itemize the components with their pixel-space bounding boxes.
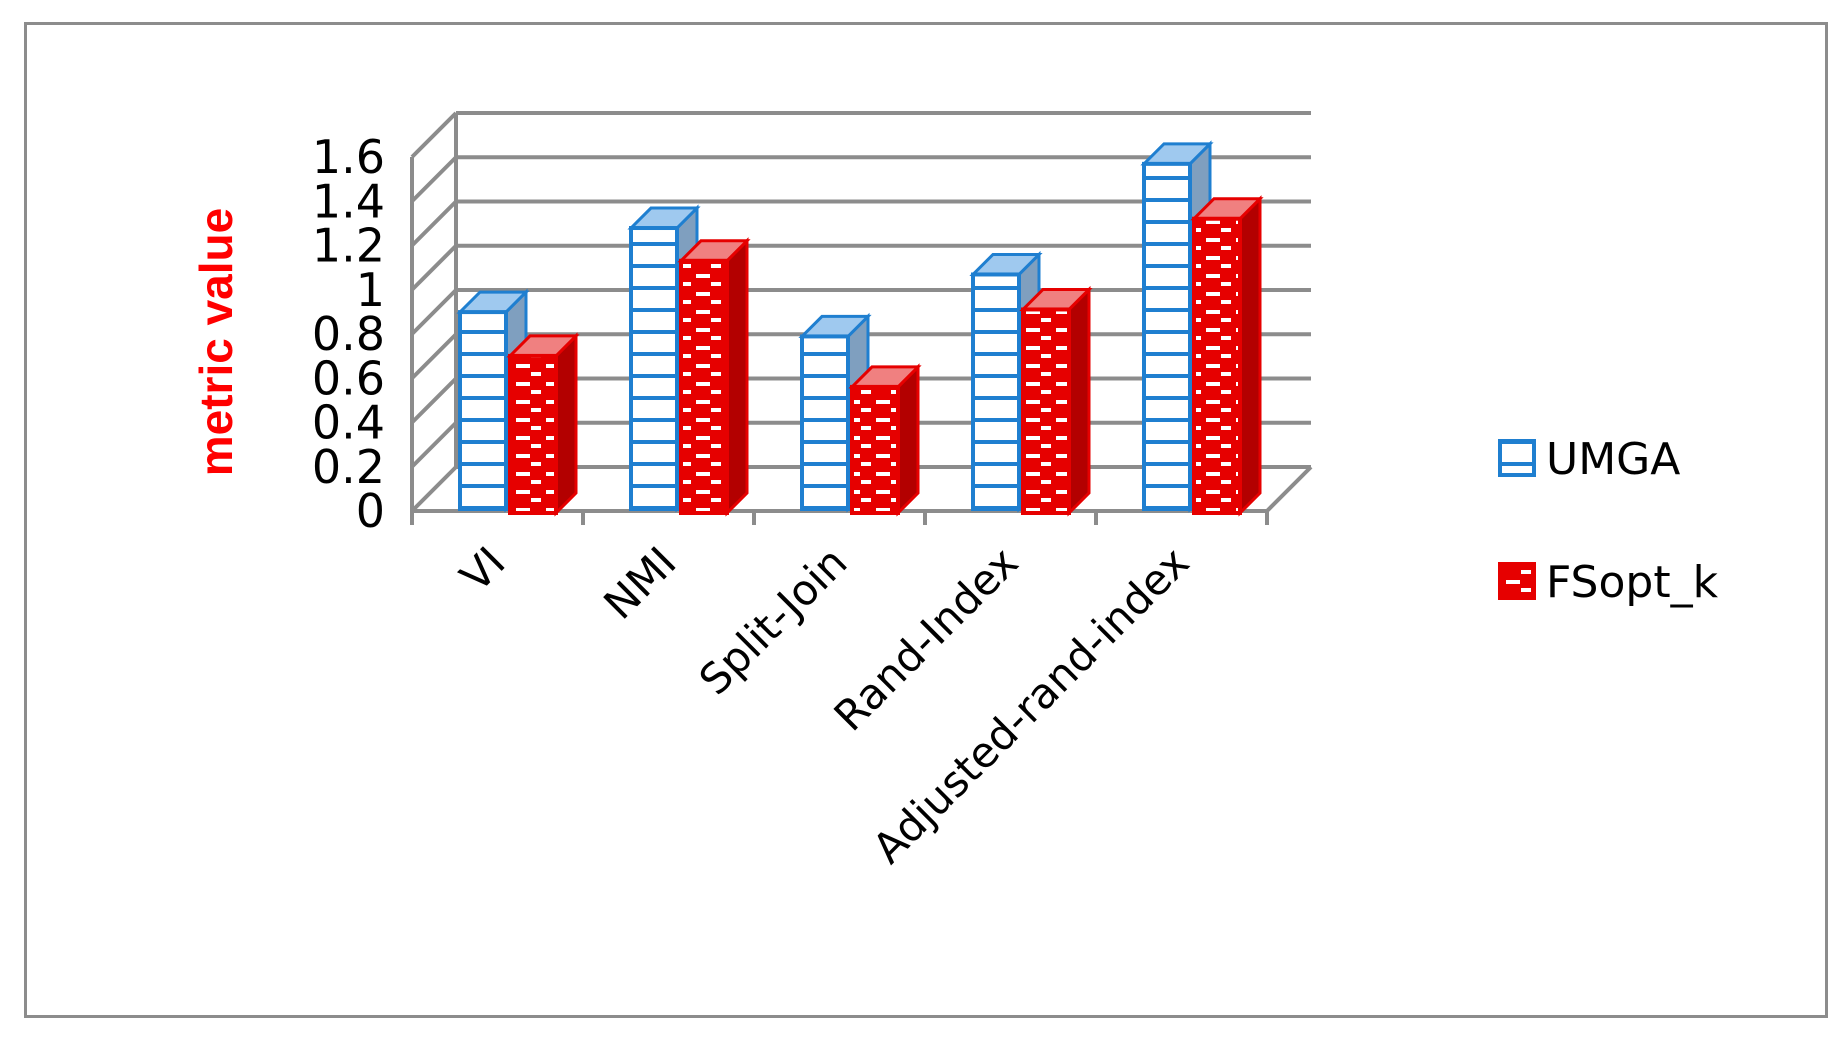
bar-front <box>971 272 1021 511</box>
gridline-side <box>410 288 458 336</box>
bar-front <box>1142 161 1192 511</box>
gridline-side <box>410 244 458 292</box>
gridline-side <box>410 332 458 380</box>
y-tick-label: 0 <box>356 484 385 538</box>
bar-front <box>679 258 729 515</box>
y-tick-label: 0.6 <box>312 351 385 405</box>
chart-frame <box>24 22 1828 1018</box>
x-tick-label: VI <box>451 537 515 601</box>
legend-swatch <box>1498 439 1536 477</box>
y-tick-label: 1.6 <box>312 130 385 184</box>
bar-front <box>629 226 679 511</box>
legend-swatch <box>1498 562 1536 600</box>
y-axis-label: metric value <box>190 208 242 476</box>
gridline-side <box>410 421 458 469</box>
y-tick-label: 1 <box>356 263 385 317</box>
y-tick-label: 1.2 <box>312 219 385 273</box>
gridline-side <box>410 155 458 203</box>
bar-front <box>800 334 850 511</box>
bar-side <box>896 363 920 517</box>
bar-side <box>725 237 749 517</box>
bar-fsopt-k-rand-index <box>1019 285 1093 517</box>
bar-front <box>1192 216 1242 516</box>
bar-fsopt-k-adjusted-rand-index <box>1190 195 1264 517</box>
legend-item-fsopt-k: FSopt_k <box>1498 557 1719 608</box>
x-tick-label: Adjusted-rand-index <box>863 537 1198 872</box>
y-tick-label: 0.4 <box>312 396 385 450</box>
bar-front <box>850 384 900 516</box>
legend-item-umga: UMGA <box>1498 434 1680 485</box>
gridline-side <box>410 200 458 247</box>
bar-side <box>554 332 578 517</box>
legend: UMGA FSopt_k <box>1498 434 1719 608</box>
y-tick-label: 1.4 <box>312 174 385 228</box>
bar-fsopt-k-split-join <box>848 363 922 517</box>
gridline-side <box>410 465 458 513</box>
bar-front <box>1021 307 1071 516</box>
bars <box>456 140 1264 517</box>
bar-front <box>458 310 508 511</box>
y-tick-label: 0.2 <box>312 440 385 494</box>
y-tick-label: 0.8 <box>312 307 385 361</box>
bar-side <box>1067 285 1091 517</box>
x-tick-label: NMI <box>594 537 685 628</box>
x-tick-label: Split-Join <box>690 537 857 704</box>
floor-edge <box>1265 465 1313 513</box>
bar-fsopt-k-vi <box>506 332 580 517</box>
bar-front <box>508 353 558 515</box>
legend-label: FSopt_k <box>1546 557 1719 608</box>
gridline-side <box>410 377 458 424</box>
gridline-side <box>410 111 458 159</box>
legend-label: UMGA <box>1546 434 1680 485</box>
bar-side <box>1238 195 1262 517</box>
bar-fsopt-k-nmi <box>677 237 751 517</box>
